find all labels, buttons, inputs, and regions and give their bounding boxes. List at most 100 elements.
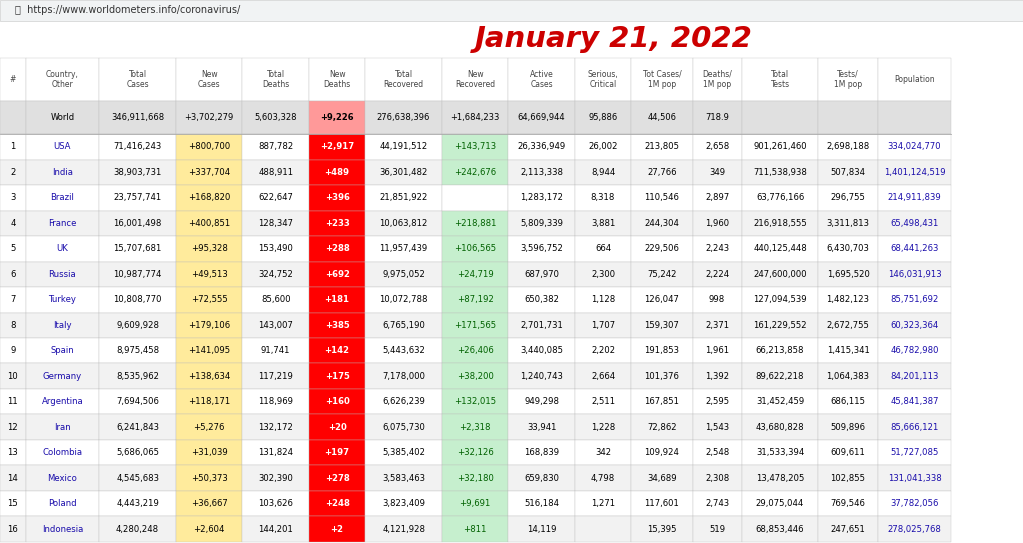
FancyBboxPatch shape	[365, 313, 442, 338]
FancyBboxPatch shape	[176, 58, 242, 101]
Text: 2,897: 2,897	[705, 193, 729, 203]
FancyBboxPatch shape	[0, 236, 26, 262]
FancyBboxPatch shape	[878, 58, 951, 101]
Text: 7,694,506: 7,694,506	[117, 397, 159, 406]
FancyBboxPatch shape	[693, 414, 742, 440]
FancyBboxPatch shape	[742, 440, 818, 465]
Text: +692: +692	[324, 270, 350, 279]
Text: Spain: Spain	[50, 346, 75, 355]
FancyBboxPatch shape	[742, 338, 818, 363]
Text: 21,851,922: 21,851,922	[380, 193, 428, 203]
FancyBboxPatch shape	[242, 185, 309, 211]
FancyBboxPatch shape	[508, 414, 575, 440]
Text: 3,440,085: 3,440,085	[520, 346, 564, 355]
FancyBboxPatch shape	[309, 58, 365, 101]
Text: 1,228: 1,228	[591, 422, 615, 432]
Text: +385: +385	[324, 321, 350, 330]
Text: 65,498,431: 65,498,431	[890, 219, 939, 228]
Text: 109,924: 109,924	[644, 448, 679, 457]
Text: 85,751,692: 85,751,692	[890, 295, 939, 304]
Text: 488,911: 488,911	[258, 168, 294, 177]
Text: 2,548: 2,548	[705, 448, 729, 457]
Text: Active
Cases: Active Cases	[530, 70, 553, 89]
FancyBboxPatch shape	[742, 313, 818, 338]
Text: Total
Cases: Total Cases	[126, 70, 149, 89]
FancyBboxPatch shape	[309, 262, 365, 287]
Text: 46,782,980: 46,782,980	[890, 346, 939, 355]
FancyBboxPatch shape	[878, 185, 951, 211]
Text: +242,676: +242,676	[454, 168, 496, 177]
Text: 1,960: 1,960	[705, 219, 729, 228]
Text: 6,626,239: 6,626,239	[383, 397, 425, 406]
FancyBboxPatch shape	[631, 414, 693, 440]
FancyBboxPatch shape	[176, 414, 242, 440]
FancyBboxPatch shape	[693, 134, 742, 160]
Text: +171,565: +171,565	[454, 321, 496, 330]
FancyBboxPatch shape	[508, 287, 575, 313]
FancyBboxPatch shape	[365, 363, 442, 389]
Text: 2,664: 2,664	[591, 372, 615, 381]
FancyBboxPatch shape	[176, 465, 242, 491]
FancyBboxPatch shape	[365, 58, 442, 101]
FancyBboxPatch shape	[818, 211, 878, 236]
FancyBboxPatch shape	[508, 363, 575, 389]
FancyBboxPatch shape	[878, 516, 951, 542]
FancyBboxPatch shape	[309, 211, 365, 236]
FancyBboxPatch shape	[0, 313, 26, 338]
Text: 3,583,463: 3,583,463	[382, 473, 426, 483]
FancyBboxPatch shape	[242, 338, 309, 363]
Text: Tests/
1M pop: Tests/ 1M pop	[834, 70, 862, 89]
FancyBboxPatch shape	[242, 491, 309, 516]
Text: #: #	[9, 75, 16, 84]
Text: +2,604: +2,604	[193, 525, 225, 534]
Text: 4,545,683: 4,545,683	[116, 473, 160, 483]
Text: 66,213,858: 66,213,858	[756, 346, 804, 355]
FancyBboxPatch shape	[631, 287, 693, 313]
Text: 718.9: 718.9	[705, 113, 729, 122]
Text: +49,513: +49,513	[191, 270, 227, 279]
Text: 650,382: 650,382	[524, 295, 560, 304]
Text: 51,727,085: 51,727,085	[890, 448, 939, 457]
FancyBboxPatch shape	[442, 363, 508, 389]
Text: Serious,
Critical: Serious, Critical	[587, 70, 619, 89]
Text: 2,308: 2,308	[705, 473, 729, 483]
FancyBboxPatch shape	[818, 389, 878, 414]
Text: 131,824: 131,824	[258, 448, 294, 457]
Text: January 21, 2022: January 21, 2022	[475, 25, 753, 53]
Text: 103,626: 103,626	[258, 499, 294, 508]
Text: 296,755: 296,755	[831, 193, 865, 203]
Text: 102,855: 102,855	[831, 473, 865, 483]
FancyBboxPatch shape	[818, 160, 878, 185]
Text: 144,201: 144,201	[258, 525, 294, 534]
FancyBboxPatch shape	[26, 440, 99, 465]
FancyBboxPatch shape	[309, 516, 365, 542]
Text: 26,336,949: 26,336,949	[518, 142, 566, 151]
Text: 4: 4	[10, 219, 15, 228]
FancyBboxPatch shape	[365, 185, 442, 211]
Text: 8: 8	[10, 321, 15, 330]
FancyBboxPatch shape	[818, 440, 878, 465]
Text: 95,886: 95,886	[588, 113, 618, 122]
FancyBboxPatch shape	[693, 58, 742, 101]
Text: 214,911,839: 214,911,839	[888, 193, 941, 203]
FancyBboxPatch shape	[176, 363, 242, 389]
Text: 278,025,768: 278,025,768	[888, 525, 941, 534]
Text: 2,113,338: 2,113,338	[520, 168, 564, 177]
Text: 10,808,770: 10,808,770	[114, 295, 162, 304]
FancyBboxPatch shape	[365, 134, 442, 160]
FancyBboxPatch shape	[99, 363, 176, 389]
Text: India: India	[52, 168, 73, 177]
FancyBboxPatch shape	[442, 185, 508, 211]
Text: 15: 15	[7, 499, 18, 508]
FancyBboxPatch shape	[508, 101, 575, 134]
FancyBboxPatch shape	[242, 160, 309, 185]
Text: Italy: Italy	[53, 321, 72, 330]
FancyBboxPatch shape	[99, 262, 176, 287]
Text: 247,600,000: 247,600,000	[753, 270, 807, 279]
FancyBboxPatch shape	[26, 491, 99, 516]
FancyBboxPatch shape	[508, 262, 575, 287]
FancyBboxPatch shape	[99, 440, 176, 465]
FancyBboxPatch shape	[26, 414, 99, 440]
FancyBboxPatch shape	[818, 363, 878, 389]
Text: 84,201,113: 84,201,113	[890, 372, 939, 381]
